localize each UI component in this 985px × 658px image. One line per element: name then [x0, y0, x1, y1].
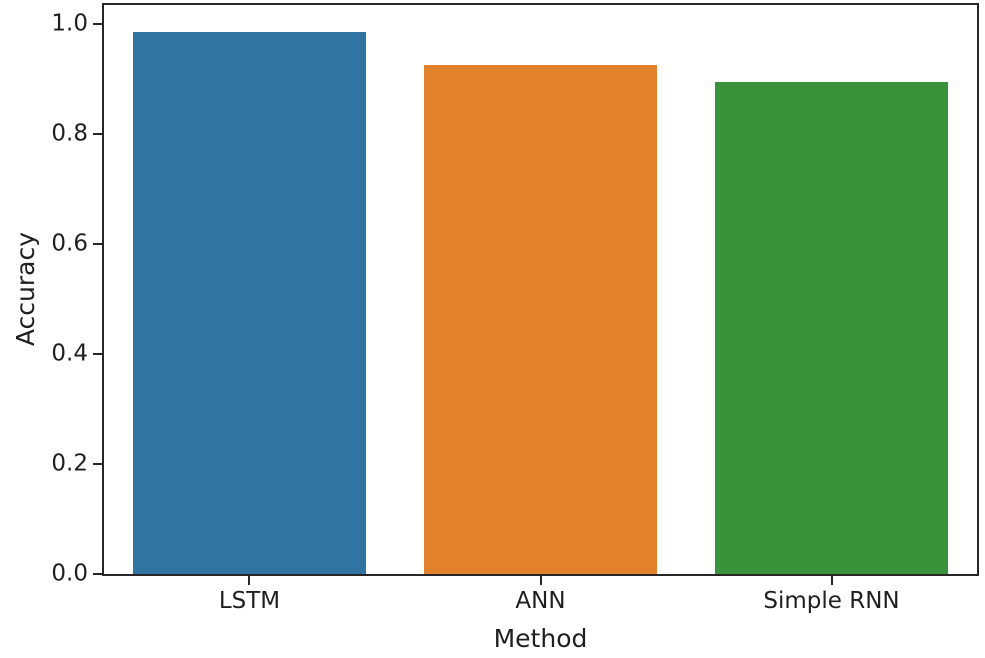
x-tick-label: LSTM — [218, 588, 281, 614]
x-axis-label: Method — [493, 624, 588, 653]
y-tick-label: 0.0 — [51, 560, 88, 587]
x-tick — [830, 576, 833, 585]
y-tick — [93, 463, 102, 466]
plot-area: LSTM ANN Simple RNN 0.0 0.2 0.4 0.6 0.8 1.0 — [51, 3, 979, 613]
y-tick — [93, 23, 102, 26]
y-tick-label: 0.4 — [51, 340, 88, 367]
y-tick — [93, 573, 102, 575]
x-tick — [248, 576, 251, 585]
x-axis-label-wrap: Method — [102, 626, 979, 651]
y-axis-label: Accuracy — [10, 232, 40, 347]
x-tick — [539, 576, 542, 585]
y-tick-label: 1.0 — [51, 10, 88, 37]
x-tick-label: ANN — [515, 588, 566, 614]
bar-ann — [424, 64, 657, 574]
y-tick-label: 0.6 — [51, 230, 88, 257]
y-axis-label-wrap: Accuracy — [4, 3, 46, 576]
y-tick — [93, 353, 102, 356]
y-tick — [93, 133, 102, 136]
bar-lstm — [133, 31, 366, 574]
x-tick-label: Simple RNN — [763, 588, 900, 614]
y-tick — [93, 243, 102, 246]
bar-simple-rnn — [715, 81, 948, 574]
y-tick-label: 0.2 — [51, 450, 88, 477]
y-tick-label: 0.8 — [51, 120, 88, 147]
